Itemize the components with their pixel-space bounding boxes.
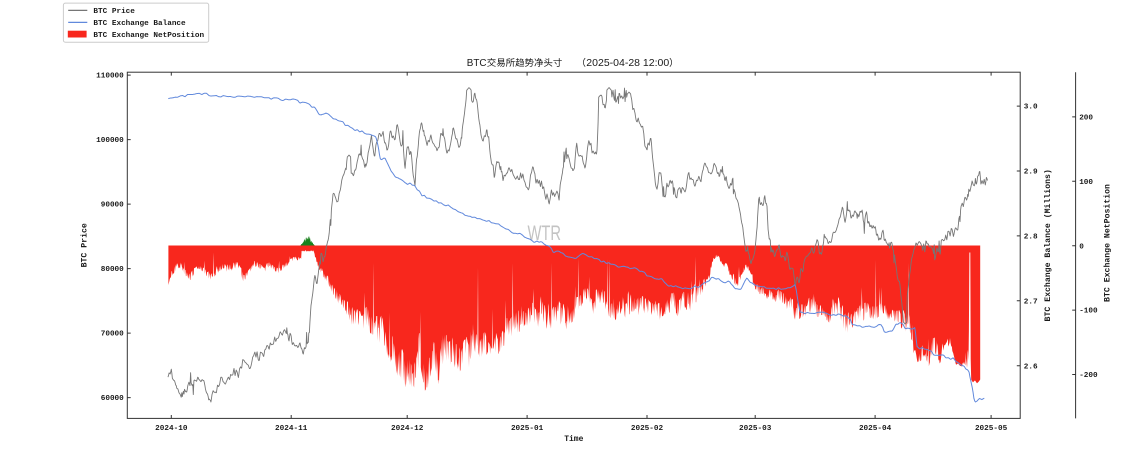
svg-text:110000: 110000 xyxy=(96,73,124,81)
svg-text:2025-03: 2025-03 xyxy=(739,425,772,433)
svg-text:BTC: BTC xyxy=(467,58,487,69)
svg-text:2025-05: 2025-05 xyxy=(975,425,1008,433)
svg-text:80000: 80000 xyxy=(101,266,124,274)
svg-text:0: 0 xyxy=(1079,243,1084,251)
svg-text:2024-10: 2024-10 xyxy=(155,425,188,433)
svg-text:BTC Exchange NetPosition: BTC Exchange NetPosition xyxy=(1103,184,1113,302)
svg-text:2.7: 2.7 xyxy=(1024,298,1038,306)
svg-text:BTC Price: BTC Price xyxy=(93,8,135,16)
svg-text:70000: 70000 xyxy=(101,331,124,339)
svg-text:3.0: 3.0 xyxy=(1024,104,1038,112)
svg-text:2024-11: 2024-11 xyxy=(275,425,308,433)
svg-text:WTR: WTR xyxy=(528,222,562,245)
svg-text:-100: -100 xyxy=(1079,308,1098,316)
svg-text:100: 100 xyxy=(1079,179,1093,187)
svg-text:2.8: 2.8 xyxy=(1024,234,1038,242)
svg-text:2025-01: 2025-01 xyxy=(511,425,544,433)
svg-text:100000: 100000 xyxy=(96,137,124,145)
svg-text:BTC Exchange NetPosition: BTC Exchange NetPosition xyxy=(93,32,204,40)
svg-text:BTC Exchange Balance: BTC Exchange Balance xyxy=(93,20,186,28)
svg-text:2025-02: 2025-02 xyxy=(631,425,664,433)
svg-text:200: 200 xyxy=(1079,115,1093,123)
svg-text:2025-04-28 12:00: 2025-04-28 12:00 xyxy=(586,57,669,69)
svg-text:2025-04: 2025-04 xyxy=(859,425,892,433)
svg-text:90000: 90000 xyxy=(101,202,124,210)
svg-text:-200: -200 xyxy=(1079,372,1098,380)
svg-text:60000: 60000 xyxy=(101,395,124,403)
svg-text:2.9: 2.9 xyxy=(1024,169,1038,177)
svg-text:2024-12: 2024-12 xyxy=(391,425,424,433)
svg-text:2.6: 2.6 xyxy=(1024,363,1038,371)
svg-text:BTC Price: BTC Price xyxy=(79,223,89,267)
svg-text:Time: Time xyxy=(564,435,583,444)
svg-text:BTC Exchange Balance (Millions: BTC Exchange Balance (Millions) xyxy=(1043,169,1053,321)
